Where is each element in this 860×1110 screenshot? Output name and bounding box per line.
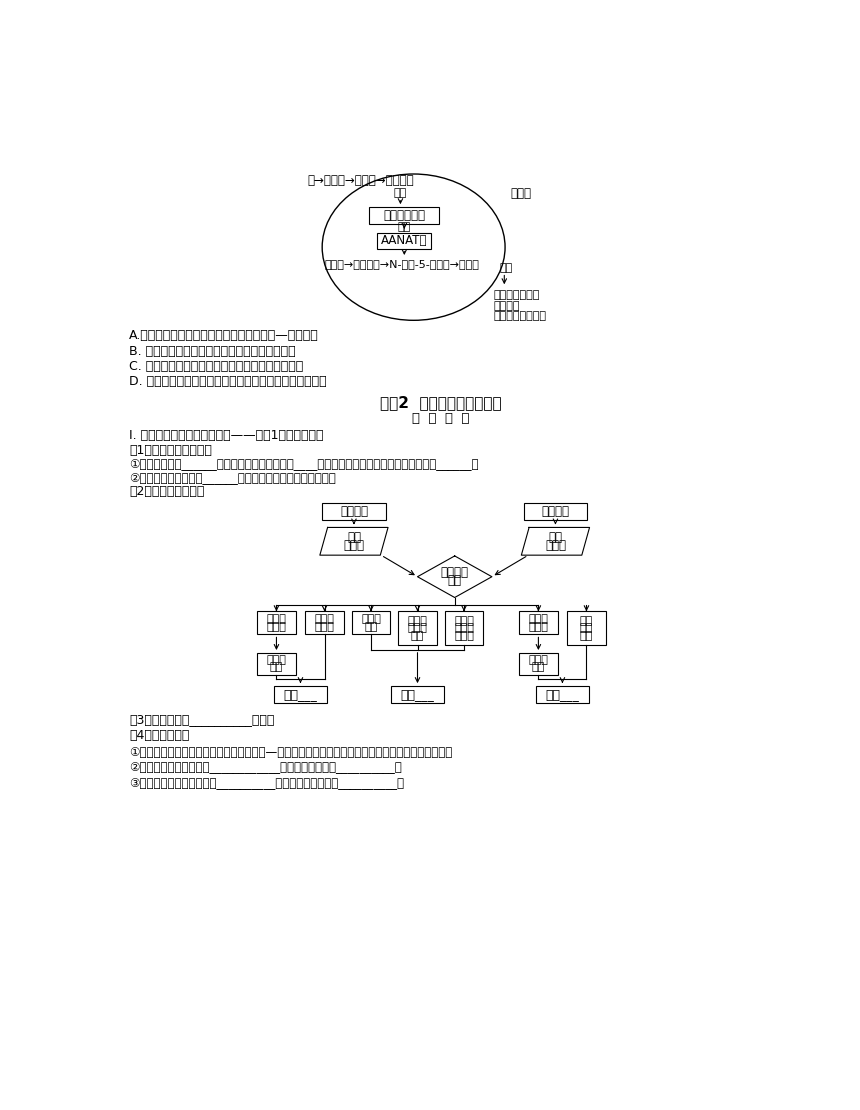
- Text: 皮肤: 皮肤: [347, 531, 361, 544]
- Text: ②机体的主要产热器官是____________，主要散热器官是__________。: ②机体的主要产热器官是____________，主要散热器官是_________…: [129, 761, 402, 774]
- Text: （2）体温调节的过程: （2）体温调节的过程: [129, 485, 205, 497]
- FancyBboxPatch shape: [257, 612, 296, 635]
- Text: 提高免疫系统功能: 提高免疫系统功能: [494, 312, 546, 322]
- Text: 增多: 增多: [411, 630, 424, 640]
- Text: （1）人体的产热与散热: （1）人体的产热与散热: [129, 444, 212, 457]
- FancyBboxPatch shape: [524, 503, 587, 519]
- Text: 增加___: 增加___: [545, 688, 580, 702]
- Text: 甲状腺: 甲状腺: [454, 616, 474, 626]
- Polygon shape: [521, 527, 590, 555]
- Text: 血流量: 血流量: [267, 655, 286, 665]
- Text: 色氨酸→五羟色胺→N-乙酰-5-羟色胺→褪黑素: 色氨酸→五羟色胺→N-乙酰-5-羟色胺→褪黑素: [324, 259, 479, 269]
- Text: 减少___: 减少___: [284, 688, 317, 702]
- FancyBboxPatch shape: [257, 653, 296, 675]
- Text: 活化: 活化: [397, 222, 411, 232]
- Text: 激素分: 激素分: [454, 624, 474, 634]
- Text: 炎热刺激: 炎热刺激: [542, 505, 569, 517]
- Text: 抑制繁殖: 抑制繁殖: [494, 301, 520, 311]
- Text: 松果体: 松果体: [511, 186, 531, 200]
- FancyBboxPatch shape: [391, 686, 444, 703]
- Text: 暗→视网膜→下丘脑→交感神经: 暗→视网膜→下丘脑→交感神经: [308, 174, 414, 188]
- Text: AANAT酶: AANAT酶: [381, 234, 427, 248]
- Text: （4）相关分析：: （4）相关分析：: [129, 729, 189, 741]
- FancyBboxPatch shape: [322, 503, 386, 519]
- Text: 泌减少: 泌减少: [315, 622, 335, 632]
- FancyBboxPatch shape: [519, 653, 558, 675]
- Text: 管收缩: 管收缩: [267, 622, 286, 632]
- Polygon shape: [320, 527, 388, 555]
- Text: 寒冷刺激: 寒冷刺激: [340, 505, 368, 517]
- Text: 素分泌: 素分泌: [408, 624, 427, 634]
- FancyBboxPatch shape: [352, 612, 390, 635]
- FancyBboxPatch shape: [519, 612, 558, 635]
- Text: 汗腺分: 汗腺分: [315, 614, 335, 624]
- Text: I. 体液调节和神经调节的协调——实例1：体温的调节: I. 体液调节和神经调节的协调——实例1：体温的调节: [129, 428, 323, 442]
- Text: ①热量的来源：______产热。安静时，主要来自____、脑等器官的活动；运动时，主要来自______。: ①热量的来源：______产热。安静时，主要来自____、脑等器官的活动；运动时…: [129, 457, 479, 471]
- Text: ①寒冷和炎热环境下，体温调节都依赖神经—体液调节机制，但以神经调节为主，且是自主神经调节。: ①寒冷和炎热环境下，体温调节都依赖神经—体液调节机制，但以神经调节为主，且是自主…: [129, 746, 452, 759]
- Text: 增多: 增多: [531, 663, 545, 673]
- Text: B. 正常的睡眠和有规律的作息能提高机体免疫力: B. 正常的睡眠和有规律的作息能提高机体免疫力: [129, 344, 296, 357]
- Text: 感受器: 感受器: [545, 538, 566, 552]
- Text: C. 冬季夜间给鸡舍适当补充灯光会降低鸡的产蛋率: C. 冬季夜间给鸡舍适当补充灯光会降低鸡的产蛋率: [129, 360, 304, 373]
- Text: 皮肤血: 皮肤血: [267, 614, 286, 624]
- FancyBboxPatch shape: [274, 686, 327, 703]
- Text: 抑制神经兴奋性: 抑制神经兴奋性: [494, 290, 540, 300]
- Text: 考点2  体温调节与水盐调节: 考点2 体温调节与水盐调节: [380, 395, 501, 411]
- Text: 分泌: 分泌: [394, 189, 407, 199]
- FancyBboxPatch shape: [305, 612, 344, 635]
- Polygon shape: [417, 556, 492, 597]
- Text: 汗腺: 汗腺: [580, 616, 593, 626]
- Text: 中枢: 中枢: [448, 574, 462, 587]
- Text: （3）调节方式：__________调节。: （3）调节方式：__________调节。: [129, 714, 274, 726]
- Text: 体温调节: 体温调节: [440, 566, 469, 579]
- Text: 血流量: 血流量: [528, 655, 549, 665]
- Text: 感受器: 感受器: [343, 538, 365, 552]
- Text: D. 夜间长时间玩手机会抑制褪黑素的合成而降低睡眠质量: D. 夜间长时间玩手机会抑制褪黑素的合成而降低睡眠质量: [129, 375, 327, 388]
- FancyBboxPatch shape: [567, 612, 605, 645]
- Text: 增加___: 增加___: [401, 688, 434, 702]
- Text: 减少: 减少: [270, 663, 283, 673]
- Text: A.参与褪黑素合成与分泌的调节方式有神经—体液调节: A.参与褪黑素合成与分泌的调节方式有神经—体液调节: [129, 330, 319, 342]
- Text: 皮肤: 皮肤: [549, 531, 562, 544]
- Text: ②散热主要途径：通过______的辐射、传导、对流以及蒸发。: ②散热主要途径：通过______的辐射、传导、对流以及蒸发。: [129, 472, 336, 485]
- FancyBboxPatch shape: [536, 686, 589, 703]
- Text: ③人体的体温调节中枢位于__________，体温感觉中枢位于__________。: ③人体的体温调节中枢位于__________，体温感觉中枢位于_________…: [129, 777, 404, 789]
- Text: 去甲肾上腺素: 去甲肾上腺素: [384, 209, 426, 222]
- Text: 战栗: 战栗: [365, 622, 378, 632]
- Text: 概  念  落  实: 概 念 落 实: [412, 412, 470, 425]
- FancyBboxPatch shape: [370, 208, 439, 224]
- Text: 分泌: 分泌: [500, 263, 513, 273]
- Text: 骨骼肌: 骨骼肌: [361, 614, 381, 624]
- Text: 肾上腺: 肾上腺: [408, 616, 427, 626]
- FancyBboxPatch shape: [398, 612, 437, 645]
- Text: 泌增多: 泌增多: [454, 630, 474, 640]
- Text: 分泌: 分泌: [580, 624, 593, 634]
- Text: 管舒张: 管舒张: [528, 622, 549, 632]
- FancyBboxPatch shape: [445, 612, 483, 645]
- Text: 皮肤血: 皮肤血: [528, 614, 549, 624]
- FancyBboxPatch shape: [378, 233, 432, 249]
- Text: 加强: 加强: [580, 630, 593, 640]
